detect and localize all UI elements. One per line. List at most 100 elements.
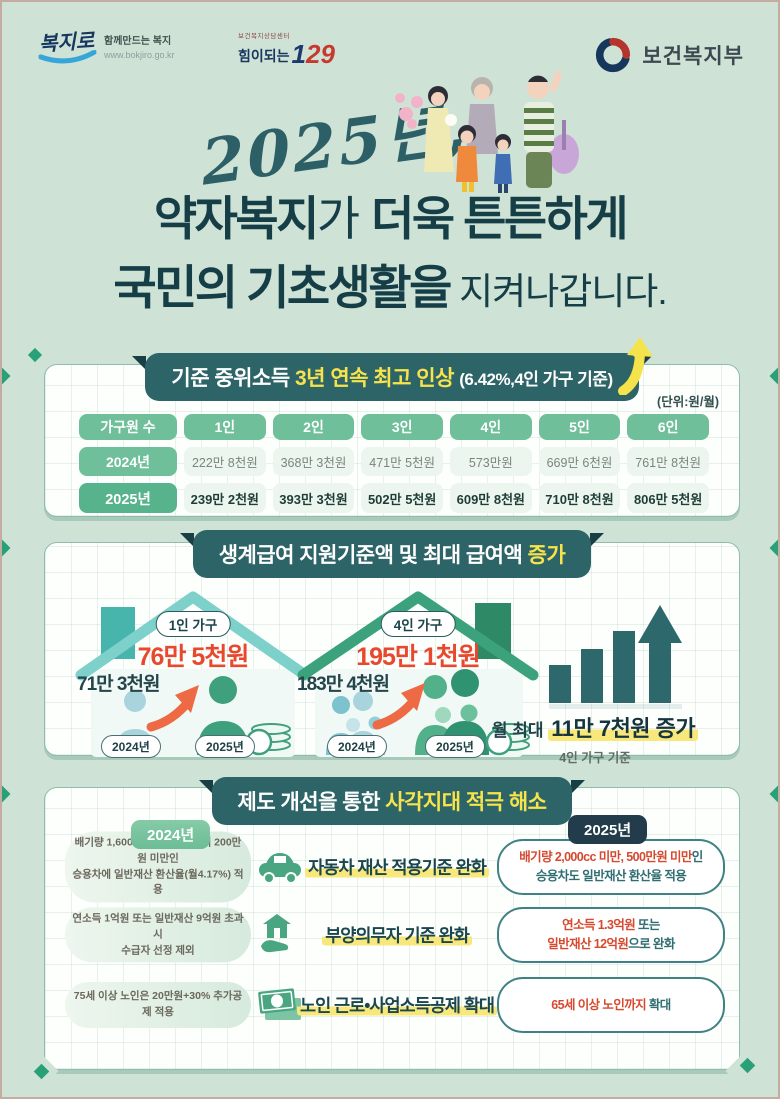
row1-new-line1: 배기량 2,000cc 미만, 500만원 미만인	[505, 848, 717, 867]
section2-title-band: 생계급여 지원기준액 및 최대 급여액 증가	[179, 530, 604, 578]
house-1person: 1인 가구 76만 5천원 71만 3천원 2024년 2025년	[73, 589, 313, 764]
house-4person: 4인 가구 195만 1천원 183만 4천원 2024년 2025년	[293, 589, 543, 764]
row2-old-rule: 연소득 1억원 또는 일반재산 9억원 초과 시 수급자 선정 제외	[65, 907, 251, 963]
improvement-row-senior: 75세 이상 노인은 20만원+30% 추가공제 적용 노인 근로•사업소득공제…	[45, 974, 739, 1036]
summary-strong: 11만 7천원 증가	[548, 716, 699, 741]
label-2025: 2025년	[568, 815, 648, 844]
row2-new-red1: 연소득 1.3억원	[562, 918, 636, 933]
house1-amount-2024: 71만 3천원	[77, 674, 160, 695]
section2-title-white: 생계급여 지원기준액 및 최대 급여액	[218, 544, 528, 567]
bokjiro-swoosh-icon	[38, 49, 97, 64]
table-cell-2024: 761만 8천원	[627, 447, 709, 476]
diamond-decoration	[769, 785, 778, 803]
row3-new-teal: 확대	[646, 997, 671, 1012]
row1-new-rule: 배기량 2,000cc 미만, 500만원 미만인 승용차도 일반재산 환산율 …	[497, 839, 725, 895]
row1-title: 자동차 재산 적용기준 완화	[295, 855, 499, 880]
bokjiro-url: www.bokjiro.go.kr	[104, 49, 175, 60]
benefit-summary-note: 4인 가구 기준	[559, 751, 631, 765]
row2-old-line1: 연소득 1억원 또는 일반재산 9억원 초과 시	[72, 912, 244, 941]
table-cell-2024: 471만 5천원	[361, 447, 443, 476]
main-title-line1: 약자복지가 더욱 튼튼하게	[2, 192, 778, 246]
rise-arrow-icon	[617, 337, 653, 395]
row1-new-red: 배기량 2,000cc 미만, 500만원 미만	[519, 850, 692, 865]
house2-amount-2024: 183만 4천원	[297, 674, 390, 695]
call-129-number: 129	[291, 38, 335, 69]
label-2024: 2024년	[131, 820, 211, 849]
house2-amount-2025: 195만 1천원	[356, 643, 481, 671]
table-header-cell: 가구원 수	[79, 414, 177, 440]
mohw-logo: 보건복지부	[594, 36, 744, 74]
table-cell-2025: 393만 3천원	[272, 483, 355, 513]
row1-new-teal: 인	[691, 850, 704, 865]
row-2025-label: 2025년	[79, 483, 177, 513]
hand-house-icon	[261, 914, 291, 953]
benefit-summary: 월 최대 11만 7천원 증가 4인 가구 기준	[465, 711, 725, 766]
row2-new-rule: 연소득 1.3억원 또는 일반재산 12억원으로 완화	[497, 907, 725, 963]
money-icon	[258, 988, 301, 1020]
house1-year-2025-pill: 2025년	[195, 735, 255, 758]
table-header-cell: 1인	[184, 414, 266, 440]
bokjiro-logo: 복지로 함께만드는 복지 www.bokjiro.go.kr	[37, 28, 175, 66]
main-title-line2: 국민의 기초생활을 지켜나갑니다.	[2, 249, 778, 318]
section1-title-yellow: 3년 연속 최고 인상	[294, 367, 460, 390]
table-cell-2024: 368만 3천원	[272, 447, 355, 476]
row3-new-line1: 65세 이상 노인까지 확대	[505, 996, 717, 1015]
row1-title-text: 자동차 재산 적용기준 완화	[305, 857, 489, 878]
section1-band-wrap: 기준 중위소득 3년 연속 최고 인상 (6.42%,4인 가구 기준)	[45, 337, 739, 401]
row2-new-teal2: 으로 완화	[628, 937, 675, 951]
house2-year-2025-pill: 2025년	[425, 735, 485, 758]
row2-title-text: 부양의무자 기준 완화	[322, 925, 472, 946]
row3-new-rule: 65세 이상 노인까지 확대	[497, 977, 725, 1033]
row3-title: 노인 근로•사업소득공제 확대	[295, 993, 499, 1018]
table-header-cell: 5인	[538, 414, 621, 440]
card-livelihood-benefit: 생계급여 지원기준액 및 최대 급여액 증가 1인 가구 76만 5	[44, 530, 740, 765]
table-cell-2024: 222만 8천원	[184, 447, 266, 476]
bokjiro-logo-mark: 복지로	[37, 28, 97, 66]
house2-year-2024-pill: 2024년	[327, 735, 387, 758]
row3-old-line1: 75세 이상 노인은 20만원+30% 추가공제 적용	[73, 990, 243, 1018]
table-header-cell: 3인	[361, 414, 443, 440]
table-cell-2024: 573만원	[449, 447, 532, 476]
call-129-subtitle: 보건복지상담센터	[238, 33, 290, 40]
section3-title-band: 제도 개선을 통한 사각지대 적극 해소	[198, 777, 586, 825]
car-icon	[259, 853, 301, 884]
unit-note: (단위:원/월)	[657, 395, 719, 409]
table-header-cell: 6인	[627, 414, 709, 440]
row2-title: 부양의무자 기준 완화	[295, 923, 499, 948]
row2-old-line2: 수급자 선정 제외	[121, 943, 195, 956]
bokjiro-tagline: 함께만드는 복지 www.bokjiro.go.kr	[104, 35, 175, 61]
row1-old-line2: 승용차에 일반재산 환산율(월4.17%) 적용	[72, 868, 244, 896]
improvement-row-obligor: 연소득 1억원 또는 일반재산 9억원 초과 시 수급자 선정 제외 부양의무자…	[45, 904, 739, 966]
median-income-table: 가구원 수 1인 2인 3인 4인 5인 6인 2024년 222만 8천원 3…	[79, 414, 709, 513]
section3-title-white: 제도 개선을 통한	[237, 791, 386, 814]
bokjiro-tagline-text: 함께만드는 복지	[104, 36, 172, 48]
card-median-income: 기준 중위소득 3년 연속 최고 인상 (6.42%,4인 가구 기준) (단위…	[44, 337, 740, 517]
logo-row: 복지로 함께만드는 복지 www.bokjiro.go.kr 보건복지상담센터 …	[37, 28, 744, 82]
mohw-name: 보건복지부	[642, 45, 744, 68]
benefit-summary-line: 월 최대 11만 7천원 증가	[465, 711, 725, 743]
house2-badge: 4인 가구	[380, 611, 456, 637]
rising-bars-icon	[549, 605, 682, 709]
table-cell-2025: 239만 2천원	[184, 483, 266, 513]
section1-title-small: (6.42%,4인 가구 기준)	[459, 370, 613, 389]
house1-badge: 1인 가구	[155, 611, 231, 637]
title2-strong: 국민의 기초생활을	[113, 261, 452, 314]
section3-band-wrap: 제도 개선을 통한 사각지대 적극 해소	[45, 777, 739, 825]
row2-new-line1: 연소득 1.3억원 또는	[505, 916, 717, 935]
table-cell-2025: 806만 5천원	[627, 483, 709, 513]
diamond-decoration	[2, 785, 11, 803]
row3-old-rule: 75세 이상 노인은 20만원+30% 추가공제 적용	[65, 982, 251, 1028]
section3-title-yellow: 사각지대 적극 해소	[385, 791, 547, 814]
house1-year-2024-pill: 2024년	[101, 735, 161, 758]
section2-band-wrap: 생계급여 지원기준액 및 최대 급여액 증가	[45, 530, 739, 578]
diamond-decoration	[27, 347, 43, 363]
table-cell-2024: 669만 6천원	[538, 447, 621, 476]
table-header-cell: 2인	[272, 414, 355, 440]
card3-corner-cut	[725, 1055, 757, 1087]
section1-title-white: 기준 중위소득	[171, 367, 295, 390]
title2-normal: 지켜나갑니다.	[449, 271, 668, 312]
call-129-logo: 보건복지상담센터 힘이되는 129	[238, 33, 335, 69]
diamond-decoration	[769, 539, 778, 557]
table-cell-2025: 710만 8천원	[538, 483, 621, 513]
